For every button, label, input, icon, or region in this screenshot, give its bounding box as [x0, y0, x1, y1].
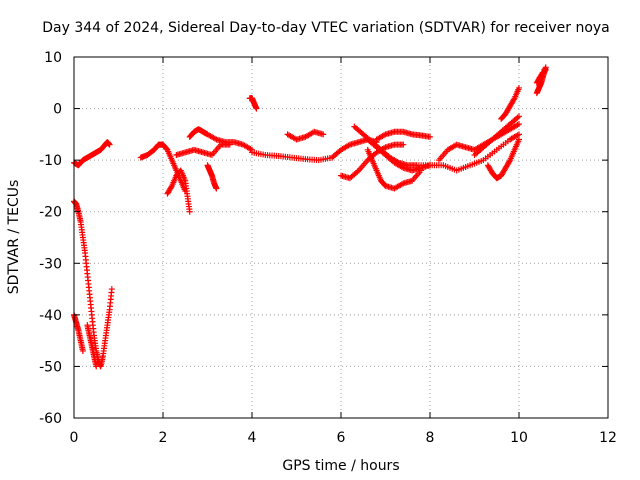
series-side-branch [84, 322, 100, 370]
series-plateau-2 [284, 128, 327, 143]
series-deep-dip [71, 198, 115, 370]
series-drop-1 [364, 146, 425, 192]
x-tick-label: 8 [426, 430, 435, 446]
chart-title: Day 344 of 2024, Sidereal Day-to-day VTE… [42, 20, 610, 36]
series-rise [498, 84, 522, 122]
x-tick-label: 6 [337, 430, 346, 446]
data-point [93, 363, 100, 370]
y-tick-label: 0 [53, 102, 62, 118]
data-point [213, 185, 220, 192]
data-point [418, 167, 425, 174]
series-low-branch [71, 311, 86, 354]
data-point [541, 67, 548, 74]
series-top-arc [373, 128, 433, 143]
y-tick-label: -30 [39, 256, 62, 272]
series-mid-1b [164, 167, 193, 215]
data-point [400, 141, 407, 148]
data-point [186, 208, 193, 215]
x-axis-label: GPS time / hours [282, 458, 399, 474]
x-tick-label: 2 [159, 430, 168, 446]
series-plateau-1 [249, 149, 336, 164]
data-point [320, 131, 327, 138]
data-point [108, 286, 115, 293]
data-point [506, 158, 513, 165]
x-tick-label: 12 [599, 430, 617, 446]
y-tick-label: -40 [39, 308, 62, 324]
data-point [510, 96, 517, 103]
x-tick-label: 10 [510, 430, 528, 446]
data-point [516, 84, 522, 91]
data-point [253, 105, 260, 112]
series-late-4 [471, 121, 522, 158]
series-hump-2 [364, 136, 433, 174]
series-mid-3 [204, 162, 220, 192]
series-end [533, 64, 549, 97]
data-point [516, 113, 522, 120]
series-mid-2b [186, 126, 255, 153]
x-tick-label: 4 [248, 430, 257, 446]
data-point [516, 121, 522, 128]
data-points [71, 64, 549, 370]
series-start [71, 139, 113, 169]
y-axis-label: SDTVAR / TECUs [6, 180, 22, 295]
y-tick-label: -50 [39, 359, 62, 375]
series-isolated [246, 95, 260, 112]
x-tick-label: 0 [70, 430, 79, 446]
y-tick-label: 10 [44, 50, 62, 66]
data-point [516, 131, 522, 138]
series-late-1 [427, 131, 522, 174]
data-point [542, 66, 549, 73]
y-tick-label: -10 [39, 153, 62, 169]
grid-lines [74, 57, 608, 418]
data-point [79, 347, 86, 354]
series-mid-2 [173, 141, 233, 158]
data-point [427, 133, 433, 140]
axis-ticks: 0 2 4 6 8 10 12 -60 -50 -40 -30 -20 -10 0 10 [39, 50, 617, 446]
series-late-3 [484, 136, 522, 182]
data-point [168, 184, 175, 191]
data-point [106, 141, 113, 148]
y-tick-label: -60 [39, 411, 62, 427]
data-point [516, 136, 522, 143]
y-tick-label: -20 [39, 205, 62, 221]
